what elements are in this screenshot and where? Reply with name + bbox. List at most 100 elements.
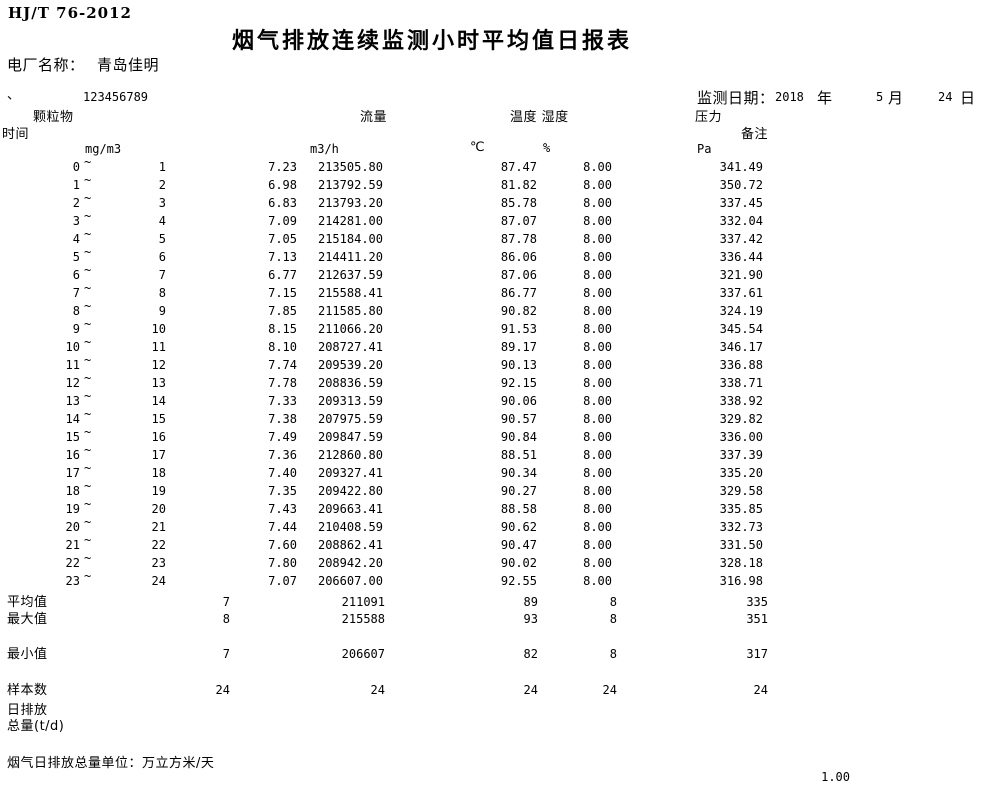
flow-value: 213793.20	[317, 196, 383, 210]
flow-value: 213505.80	[317, 160, 383, 174]
pressure-value: 332.73	[719, 520, 763, 534]
table-row: 5 ~6 7.13 214411.20 86.06 8.00 336.44	[0, 245, 985, 266]
pm-summary-value: 7	[222, 647, 230, 661]
flow-value: 215588.41	[317, 286, 383, 300]
column-header-pressure: 压力	[695, 110, 723, 125]
pm-summary-value: 24	[215, 683, 230, 697]
hour-end-value: 13	[151, 376, 166, 390]
hour-start-value: 5	[72, 250, 80, 264]
humidity-value: 8.00	[583, 178, 612, 192]
table-row: 14 ~15 7.38 207975.59 90.57 8.00 329.82	[0, 407, 985, 428]
tilde-separator: ~	[84, 515, 92, 529]
hour-start-value: 22	[65, 556, 80, 570]
tilde-separator: ~	[84, 281, 92, 295]
summary-label: 样本数	[7, 683, 48, 698]
hour-start-value: 3	[72, 214, 80, 228]
humidity-value: 8.00	[583, 520, 612, 534]
temp-value: 90.62	[500, 520, 537, 534]
pm-value: 7.13	[268, 250, 297, 264]
hour-end-value: 5	[158, 232, 166, 246]
hour-end-value: 6	[158, 250, 166, 264]
tilde-separator: ~	[84, 479, 92, 493]
temp-value: 87.78	[500, 232, 537, 246]
pm-value: 7.40	[268, 466, 297, 480]
table-row: 9 ~10 8.15 211066.20 91.53 8.00 345.54	[0, 317, 985, 338]
date-day-unit: 日	[960, 89, 976, 107]
tilde-separator: ~	[84, 263, 92, 277]
hour-end-value: 8	[158, 286, 166, 300]
hour-start-value: 19	[65, 502, 80, 516]
flow-value: 209663.41	[317, 502, 383, 516]
table-row: 20 ~21 7.44 210408.59 90.62 8.00 332.73	[0, 515, 985, 536]
temp-value: 92.15	[500, 376, 537, 390]
temp-value: 90.82	[500, 304, 537, 318]
temp-value: 90.13	[500, 358, 537, 372]
summary-label: 最大值	[7, 612, 48, 627]
pm-value: 8.15	[268, 322, 297, 336]
hour-end-value: 4	[158, 214, 166, 228]
pm-value: 7.33	[268, 394, 297, 408]
temp-summary-value: 24	[523, 683, 538, 697]
pm-value: 6.77	[268, 268, 297, 282]
tilde-separator: ~	[84, 353, 92, 367]
humidity-value: 8.00	[583, 358, 612, 372]
pressure-value: 345.54	[719, 322, 763, 336]
humidity-summary-value: 8	[609, 612, 617, 626]
humidity-value: 8.00	[583, 430, 612, 444]
emission-unit-note: 烟气日排放总量单位：万立方米/天	[7, 756, 215, 771]
plant-name-label: 电厂名称：	[7, 56, 85, 74]
pm-value: 7.23	[268, 160, 297, 174]
pressure-unit: Pa	[697, 142, 712, 156]
flow-value: 211585.80	[317, 304, 383, 318]
flow-value: 211066.20	[317, 322, 383, 336]
tilde-separator: ~	[84, 389, 92, 403]
daily-emission-label-line2: 总量(t/d)	[7, 719, 65, 734]
humidity-value: 8.00	[583, 466, 612, 480]
hour-start-value: 16	[65, 448, 80, 462]
humidity-value: 8.00	[583, 250, 612, 264]
flow-value: 212860.80	[317, 448, 383, 462]
hour-end-value: 22	[151, 538, 166, 552]
punctuation-mark: 、	[7, 88, 21, 103]
pressure-value: 336.00	[719, 430, 763, 444]
table-row: 11 ~12 7.74 209539.20 90.13 8.00 336.88	[0, 353, 985, 374]
pm-value: 7.74	[268, 358, 297, 372]
pm-value: 7.80	[268, 556, 297, 570]
humidity-value: 8.00	[583, 538, 612, 552]
humidity-summary-value: 8	[609, 595, 617, 609]
pressure-value: 346.17	[719, 340, 763, 354]
table-row: 19 ~20 7.43 209663.41 88.58 8.00 335.85	[0, 497, 985, 518]
column-header-remark: 备注	[741, 127, 769, 142]
hour-start-value: 17	[65, 466, 80, 480]
summary-label: 最小值	[7, 647, 48, 662]
hour-end-value: 20	[151, 502, 166, 516]
humidity-value: 8.00	[583, 286, 612, 300]
hour-end-value: 2	[158, 178, 166, 192]
tilde-separator: ~	[84, 443, 92, 457]
hour-end-value: 1	[158, 160, 166, 174]
temp-value: 90.27	[500, 484, 537, 498]
table-row: 23 ~24 7.07 206607.00 92.55 8.00 316.98	[0, 569, 985, 590]
temp-summary-value: 93	[523, 612, 538, 626]
tilde-separator: ~	[84, 533, 92, 547]
pressure-value: 338.71	[719, 376, 763, 390]
pressure-value: 337.39	[719, 448, 763, 462]
flow-value: 208942.20	[317, 556, 383, 570]
table-row: 1 ~2 6.98 213792.59 81.82 8.00 350.72	[0, 173, 985, 194]
flow-value: 215184.00	[317, 232, 383, 246]
humidity-value: 8.00	[583, 394, 612, 408]
humidity-value: 8.00	[583, 322, 612, 336]
hour-end-value: 24	[151, 574, 166, 588]
hour-start-value: 15	[65, 430, 80, 444]
pm-summary-value: 7	[222, 595, 230, 609]
hour-start-value: 13	[65, 394, 80, 408]
humidity-unit: %	[543, 141, 551, 155]
table-row: 10 ~11 8.10 208727.41 89.17 8.00 346.17	[0, 335, 985, 356]
pressure-value: 341.49	[719, 160, 763, 174]
temp-value: 87.07	[500, 214, 537, 228]
pm-value: 7.49	[268, 430, 297, 444]
flow-value: 209847.59	[317, 430, 383, 444]
hour-start-value: 11	[65, 358, 80, 372]
flow-value: 214281.00	[317, 214, 383, 228]
